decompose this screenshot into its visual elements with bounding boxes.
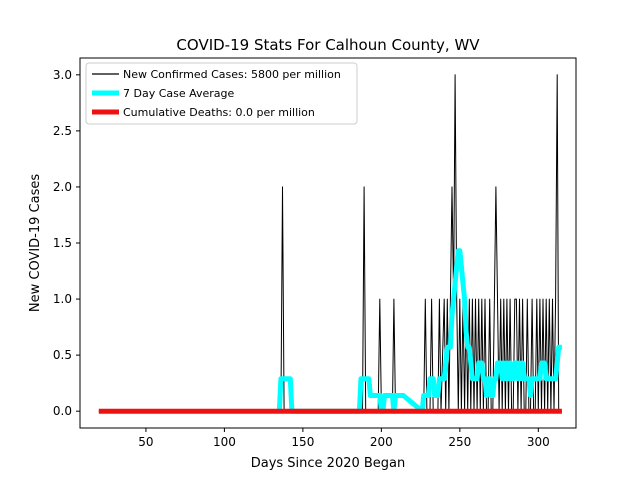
y-tick-label: 1.0 (53, 292, 72, 306)
x-axis-ticks: 50 100 150 200 250 300 (138, 428, 550, 449)
y-tick-label: 0.5 (53, 348, 72, 362)
y-tick-label: 3.0 (53, 68, 72, 82)
legend-label-new-cases: New Confirmed Cases: 5800 per million (123, 68, 341, 81)
legend-label-cumulative-deaths: Cumulative Deaths: 0.0 per million (123, 106, 315, 119)
y-axis-label: New COVID-19 Cases (28, 174, 43, 312)
series-line-7day-average (276, 248, 563, 414)
series-layer (98, 74, 563, 414)
legend-label-7day-average: 7 Day Case Average (123, 87, 235, 100)
legend: New Confirmed Cases: 5800 per million 7 … (85, 62, 358, 125)
x-tick-label: 50 (138, 435, 153, 449)
x-tick-label: 250 (448, 435, 471, 449)
x-tick-label: 100 (213, 435, 236, 449)
y-tick-label: 0.0 (53, 404, 72, 418)
y-tick-label: 1.5 (53, 236, 72, 250)
x-axis-label: Days Since 2020 Began (251, 456, 406, 471)
legend-box (85, 62, 358, 125)
x-tick-label: 200 (370, 435, 393, 449)
chart-title: COVID-19 Stats For Calhoun County, WV (176, 36, 480, 54)
x-tick-label: 150 (291, 435, 314, 449)
y-axis-ticks: 0.0 0.5 1.0 1.5 2.0 2.5 3.0 (53, 68, 80, 418)
y-tick-label: 2.0 (53, 180, 72, 194)
y-tick-label: 2.5 (53, 124, 72, 138)
x-tick-label: 300 (527, 435, 550, 449)
